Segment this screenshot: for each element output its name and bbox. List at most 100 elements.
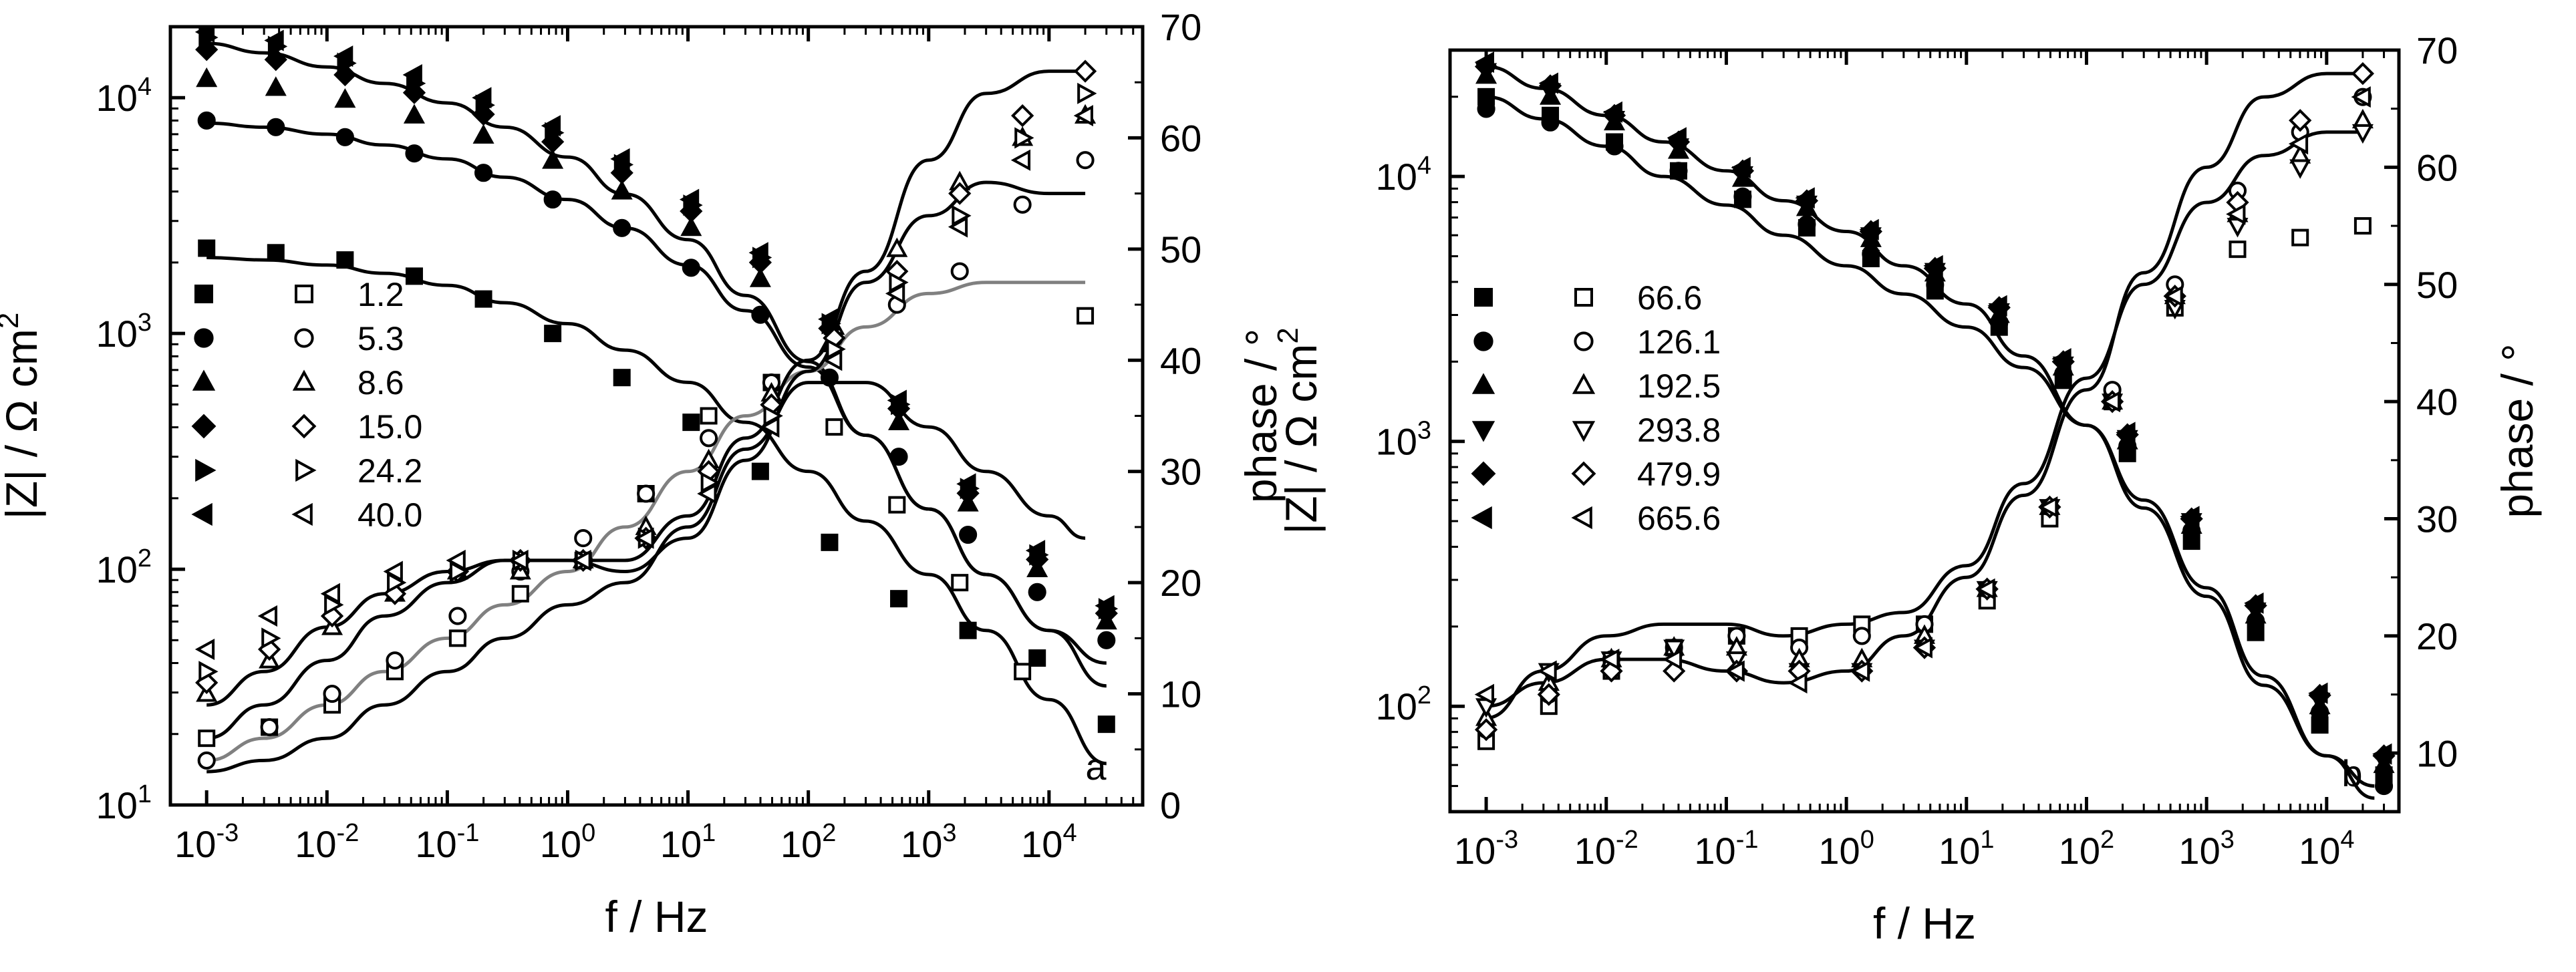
y-right-tick-label: 50 bbox=[2416, 264, 2458, 306]
modulus-point bbox=[682, 414, 700, 432]
legend-open-marker bbox=[1574, 331, 1594, 351]
legend-label: 126.1 bbox=[1637, 323, 1721, 361]
phase-point bbox=[1663, 639, 1685, 659]
legend-open-marker bbox=[1571, 506, 1592, 530]
fit-curve bbox=[1486, 65, 2375, 788]
phase-point bbox=[386, 651, 404, 670]
modulus-point bbox=[751, 462, 769, 480]
phase-point bbox=[700, 429, 718, 448]
phase-point bbox=[697, 482, 717, 505]
phase-point bbox=[261, 627, 281, 649]
phase-point bbox=[448, 607, 467, 625]
phase-point bbox=[951, 574, 969, 592]
x-tick-label: 104 bbox=[2299, 826, 2354, 872]
phase-point bbox=[1073, 59, 1097, 83]
legend-label: 24.2 bbox=[357, 452, 422, 490]
y-right-axis-title: phase / ° bbox=[1236, 329, 1286, 503]
modulus-point bbox=[335, 128, 354, 146]
phase-point bbox=[511, 585, 529, 603]
modulus-point bbox=[821, 533, 839, 551]
phase-point bbox=[1725, 660, 1745, 682]
modulus-point bbox=[1028, 649, 1046, 667]
data-layer bbox=[194, 27, 1119, 774]
legend-open-marker bbox=[295, 458, 317, 482]
y-left-tick-label: 103 bbox=[1376, 417, 1431, 463]
fit-curve bbox=[1485, 130, 2363, 720]
phase-point bbox=[825, 418, 843, 436]
legend-label: 665.6 bbox=[1637, 500, 1721, 537]
phase-point bbox=[446, 549, 466, 571]
legend-filled-marker bbox=[1471, 373, 1495, 394]
modulus-point bbox=[959, 621, 977, 639]
legend-label: 1.2 bbox=[357, 276, 404, 313]
x-tick-label: 10-1 bbox=[1694, 826, 1758, 872]
phase-point bbox=[320, 583, 340, 605]
phase-point bbox=[1076, 151, 1095, 170]
modulus-point bbox=[748, 242, 768, 264]
phase-point bbox=[2351, 86, 2371, 108]
plot-frame bbox=[1448, 48, 2401, 814]
y-right-tick-label: 0 bbox=[1160, 784, 1181, 826]
modulus-point bbox=[194, 27, 215, 43]
modulus-point bbox=[888, 410, 910, 431]
phase-point bbox=[2351, 124, 2374, 144]
y-left-tick-label: 102 bbox=[1376, 681, 1431, 727]
phase-point bbox=[574, 529, 593, 548]
fit-curve bbox=[206, 180, 1086, 707]
legend-filled-marker bbox=[194, 328, 214, 348]
modulus-point bbox=[887, 389, 907, 412]
modulus-point bbox=[1923, 255, 1943, 277]
phase-point bbox=[2351, 61, 2375, 86]
fit-curve bbox=[206, 41, 1107, 665]
legend-filled-marker bbox=[1471, 506, 1492, 530]
modulus-point bbox=[1798, 215, 1816, 234]
legend-filled-marker bbox=[191, 502, 212, 526]
modulus-point bbox=[1987, 295, 2007, 317]
modulus-point bbox=[1602, 101, 1622, 123]
phase-point bbox=[1852, 627, 1871, 645]
y-right-tick-label: 50 bbox=[1160, 228, 1201, 271]
phase-point bbox=[1474, 718, 1498, 742]
modulus-point bbox=[264, 29, 284, 51]
x-axis-title: f / Hz bbox=[1873, 899, 1976, 948]
phase-point bbox=[1912, 637, 1933, 659]
legend-open-marker bbox=[291, 414, 317, 439]
y-right-tick-label: 40 bbox=[1160, 339, 1201, 381]
modulus-point bbox=[405, 267, 423, 285]
phase-point bbox=[948, 182, 972, 205]
phase-point bbox=[2163, 285, 2183, 307]
phase-point bbox=[1537, 660, 1557, 682]
modulus-point bbox=[402, 64, 422, 86]
modulus-point bbox=[2244, 592, 2264, 614]
modulus-point bbox=[956, 473, 976, 495]
fit-curve bbox=[206, 121, 1107, 688]
phase-point bbox=[823, 349, 843, 371]
phase-point bbox=[571, 549, 591, 571]
modulus-point bbox=[2308, 682, 2328, 704]
x-tick-label: 103 bbox=[901, 819, 956, 865]
modulus-point bbox=[1025, 540, 1046, 562]
modulus-point bbox=[544, 325, 562, 343]
phase-point bbox=[2289, 159, 2311, 179]
legend-open-marker bbox=[1572, 421, 1596, 442]
modulus-point bbox=[472, 124, 494, 144]
phase-point bbox=[2100, 391, 2121, 413]
data-layer bbox=[1474, 51, 2396, 800]
modulus-point bbox=[2372, 743, 2392, 765]
phase-point bbox=[509, 549, 529, 571]
fit-curve bbox=[206, 281, 1086, 762]
modulus-point bbox=[543, 190, 562, 209]
legend-filled-marker bbox=[1471, 461, 1496, 486]
phase-point bbox=[1787, 672, 1808, 694]
phase-point bbox=[2289, 109, 2312, 132]
y-right-tick-label: 40 bbox=[2416, 381, 2458, 423]
phase-point bbox=[194, 638, 215, 661]
modulus-point bbox=[1733, 187, 1752, 206]
modulus-point bbox=[749, 267, 771, 287]
phase-point bbox=[1010, 149, 1031, 171]
legend-open-marker bbox=[1571, 461, 1596, 486]
modulus-point bbox=[613, 218, 631, 237]
legend-label: 40.0 bbox=[357, 496, 422, 534]
y-right-tick-label: 60 bbox=[2416, 146, 2458, 188]
legend-label: 8.6 bbox=[357, 364, 404, 401]
